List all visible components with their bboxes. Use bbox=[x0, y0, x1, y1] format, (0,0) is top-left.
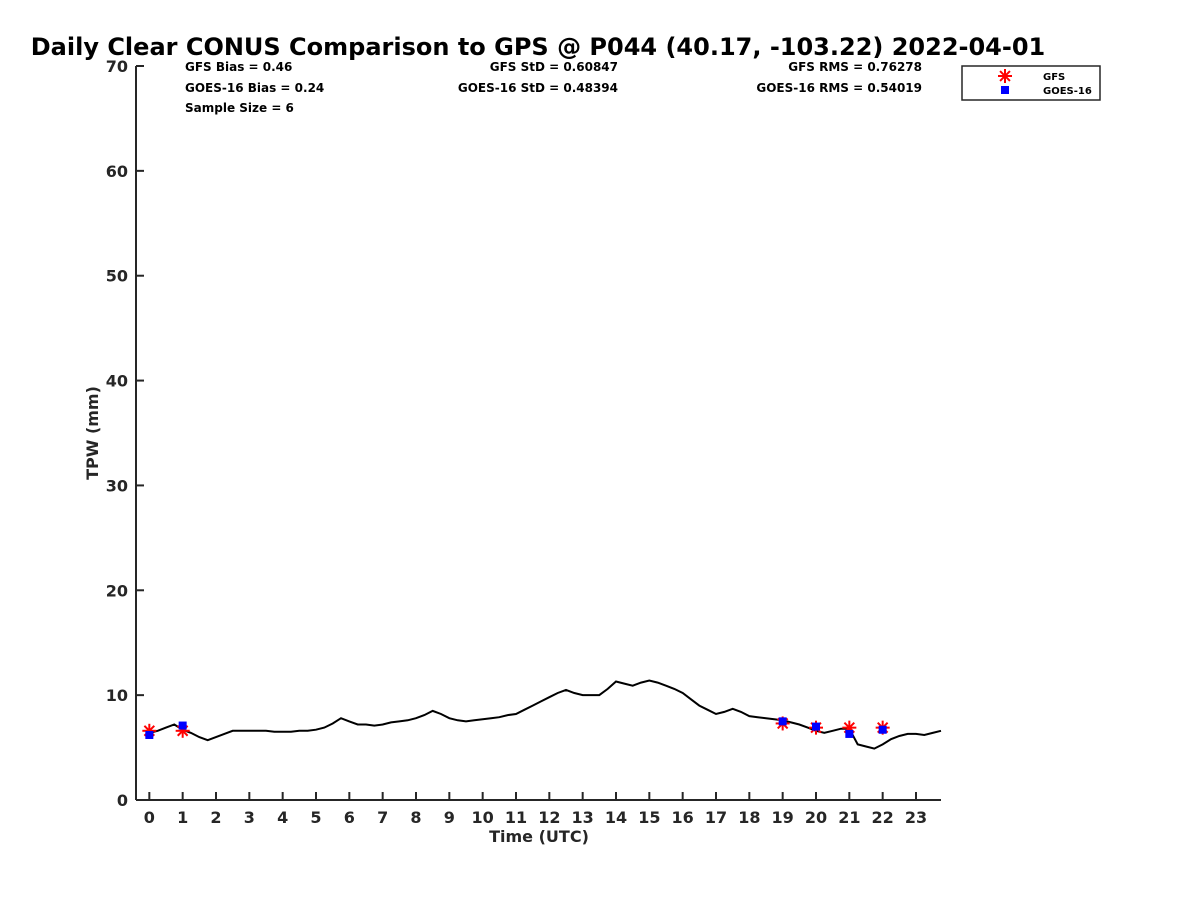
x-tick-label-4: 4 bbox=[277, 808, 288, 827]
legend: GFS GOES-16 bbox=[961, 65, 1101, 101]
x-tick-label-17: 17 bbox=[705, 808, 727, 827]
goes-16-point bbox=[145, 730, 154, 739]
legend-gfs-label: GFS bbox=[1043, 72, 1065, 83]
goes-16-point bbox=[878, 725, 887, 734]
x-tick-label-21: 21 bbox=[838, 808, 860, 827]
y-tick-label-70: 70 bbox=[106, 57, 128, 76]
y-tick-label-20: 20 bbox=[106, 581, 128, 600]
x-tick-label-2: 2 bbox=[210, 808, 221, 827]
gfs-std-text: GFS StD = 0.60847 bbox=[490, 60, 618, 74]
x-tick-label-5: 5 bbox=[310, 808, 321, 827]
x-tick-label-0: 0 bbox=[144, 808, 155, 827]
y-tick-label-60: 60 bbox=[106, 162, 128, 181]
x-tick-label-6: 6 bbox=[344, 808, 355, 827]
goes-rms-text: GOES-16 RMS = 0.54019 bbox=[756, 81, 922, 95]
sample-size-text: Sample Size = 6 bbox=[185, 101, 294, 115]
x-tick-label-12: 12 bbox=[538, 808, 560, 827]
goes-16-point bbox=[778, 717, 787, 726]
x-tick-label-8: 8 bbox=[410, 808, 421, 827]
legend-goes-16-marker bbox=[1001, 86, 1009, 94]
chart-title: Daily Clear CONUS Comparison to GPS @ P0… bbox=[31, 33, 1045, 61]
x-tick-label-18: 18 bbox=[738, 808, 760, 827]
x-tick-label-9: 9 bbox=[444, 808, 455, 827]
x-tick-label-11: 11 bbox=[505, 808, 527, 827]
goes-std-text: GOES-16 StD = 0.48394 bbox=[458, 81, 618, 95]
x-tick-label-10: 10 bbox=[472, 808, 494, 827]
gfs-bias-text: GFS Bias = 0.46 bbox=[185, 60, 292, 74]
x-tick-label-16: 16 bbox=[672, 808, 694, 827]
legend-gfs-marker bbox=[998, 69, 1012, 83]
x-tick-label-22: 22 bbox=[872, 808, 894, 827]
x-tick-label-1: 1 bbox=[177, 808, 188, 827]
x-tick-label-14: 14 bbox=[605, 808, 627, 827]
y-tick-label-10: 10 bbox=[106, 686, 128, 705]
series-layer bbox=[142, 679, 942, 750]
y-tick-label-0: 0 bbox=[117, 791, 128, 810]
y-axis-label: TPW (mm) bbox=[83, 386, 102, 480]
y-tick-label-30: 30 bbox=[106, 476, 128, 495]
legend-box bbox=[961, 65, 1101, 101]
gfs-rms-text: GFS RMS = 0.76278 bbox=[788, 60, 922, 74]
x-tick-label-13: 13 bbox=[572, 808, 594, 827]
statistics-block: GFS Bias = 0.46 GOES-16 Bias = 0.24 Samp… bbox=[185, 60, 922, 115]
x-tick-label-3: 3 bbox=[244, 808, 255, 827]
gps-line bbox=[149, 679, 942, 750]
x-tick-label-7: 7 bbox=[377, 808, 388, 827]
goes-16-point bbox=[812, 722, 820, 731]
x-tick-label-15: 15 bbox=[638, 808, 660, 827]
y-tick-label-40: 40 bbox=[106, 372, 128, 391]
x-tick-label-23: 23 bbox=[905, 808, 927, 827]
x-tick-label-19: 19 bbox=[772, 808, 794, 827]
y-tick-label-50: 50 bbox=[106, 267, 128, 286]
goes-16-point bbox=[178, 721, 187, 730]
legend-goes-16-label: GOES-16 bbox=[1043, 86, 1092, 97]
goes-16-point bbox=[845, 729, 854, 738]
x-tick-label-20: 20 bbox=[805, 808, 827, 827]
goes-bias-text: GOES-16 Bias = 0.24 bbox=[185, 81, 324, 95]
x-axis-label: Time (UTC) bbox=[489, 827, 589, 846]
